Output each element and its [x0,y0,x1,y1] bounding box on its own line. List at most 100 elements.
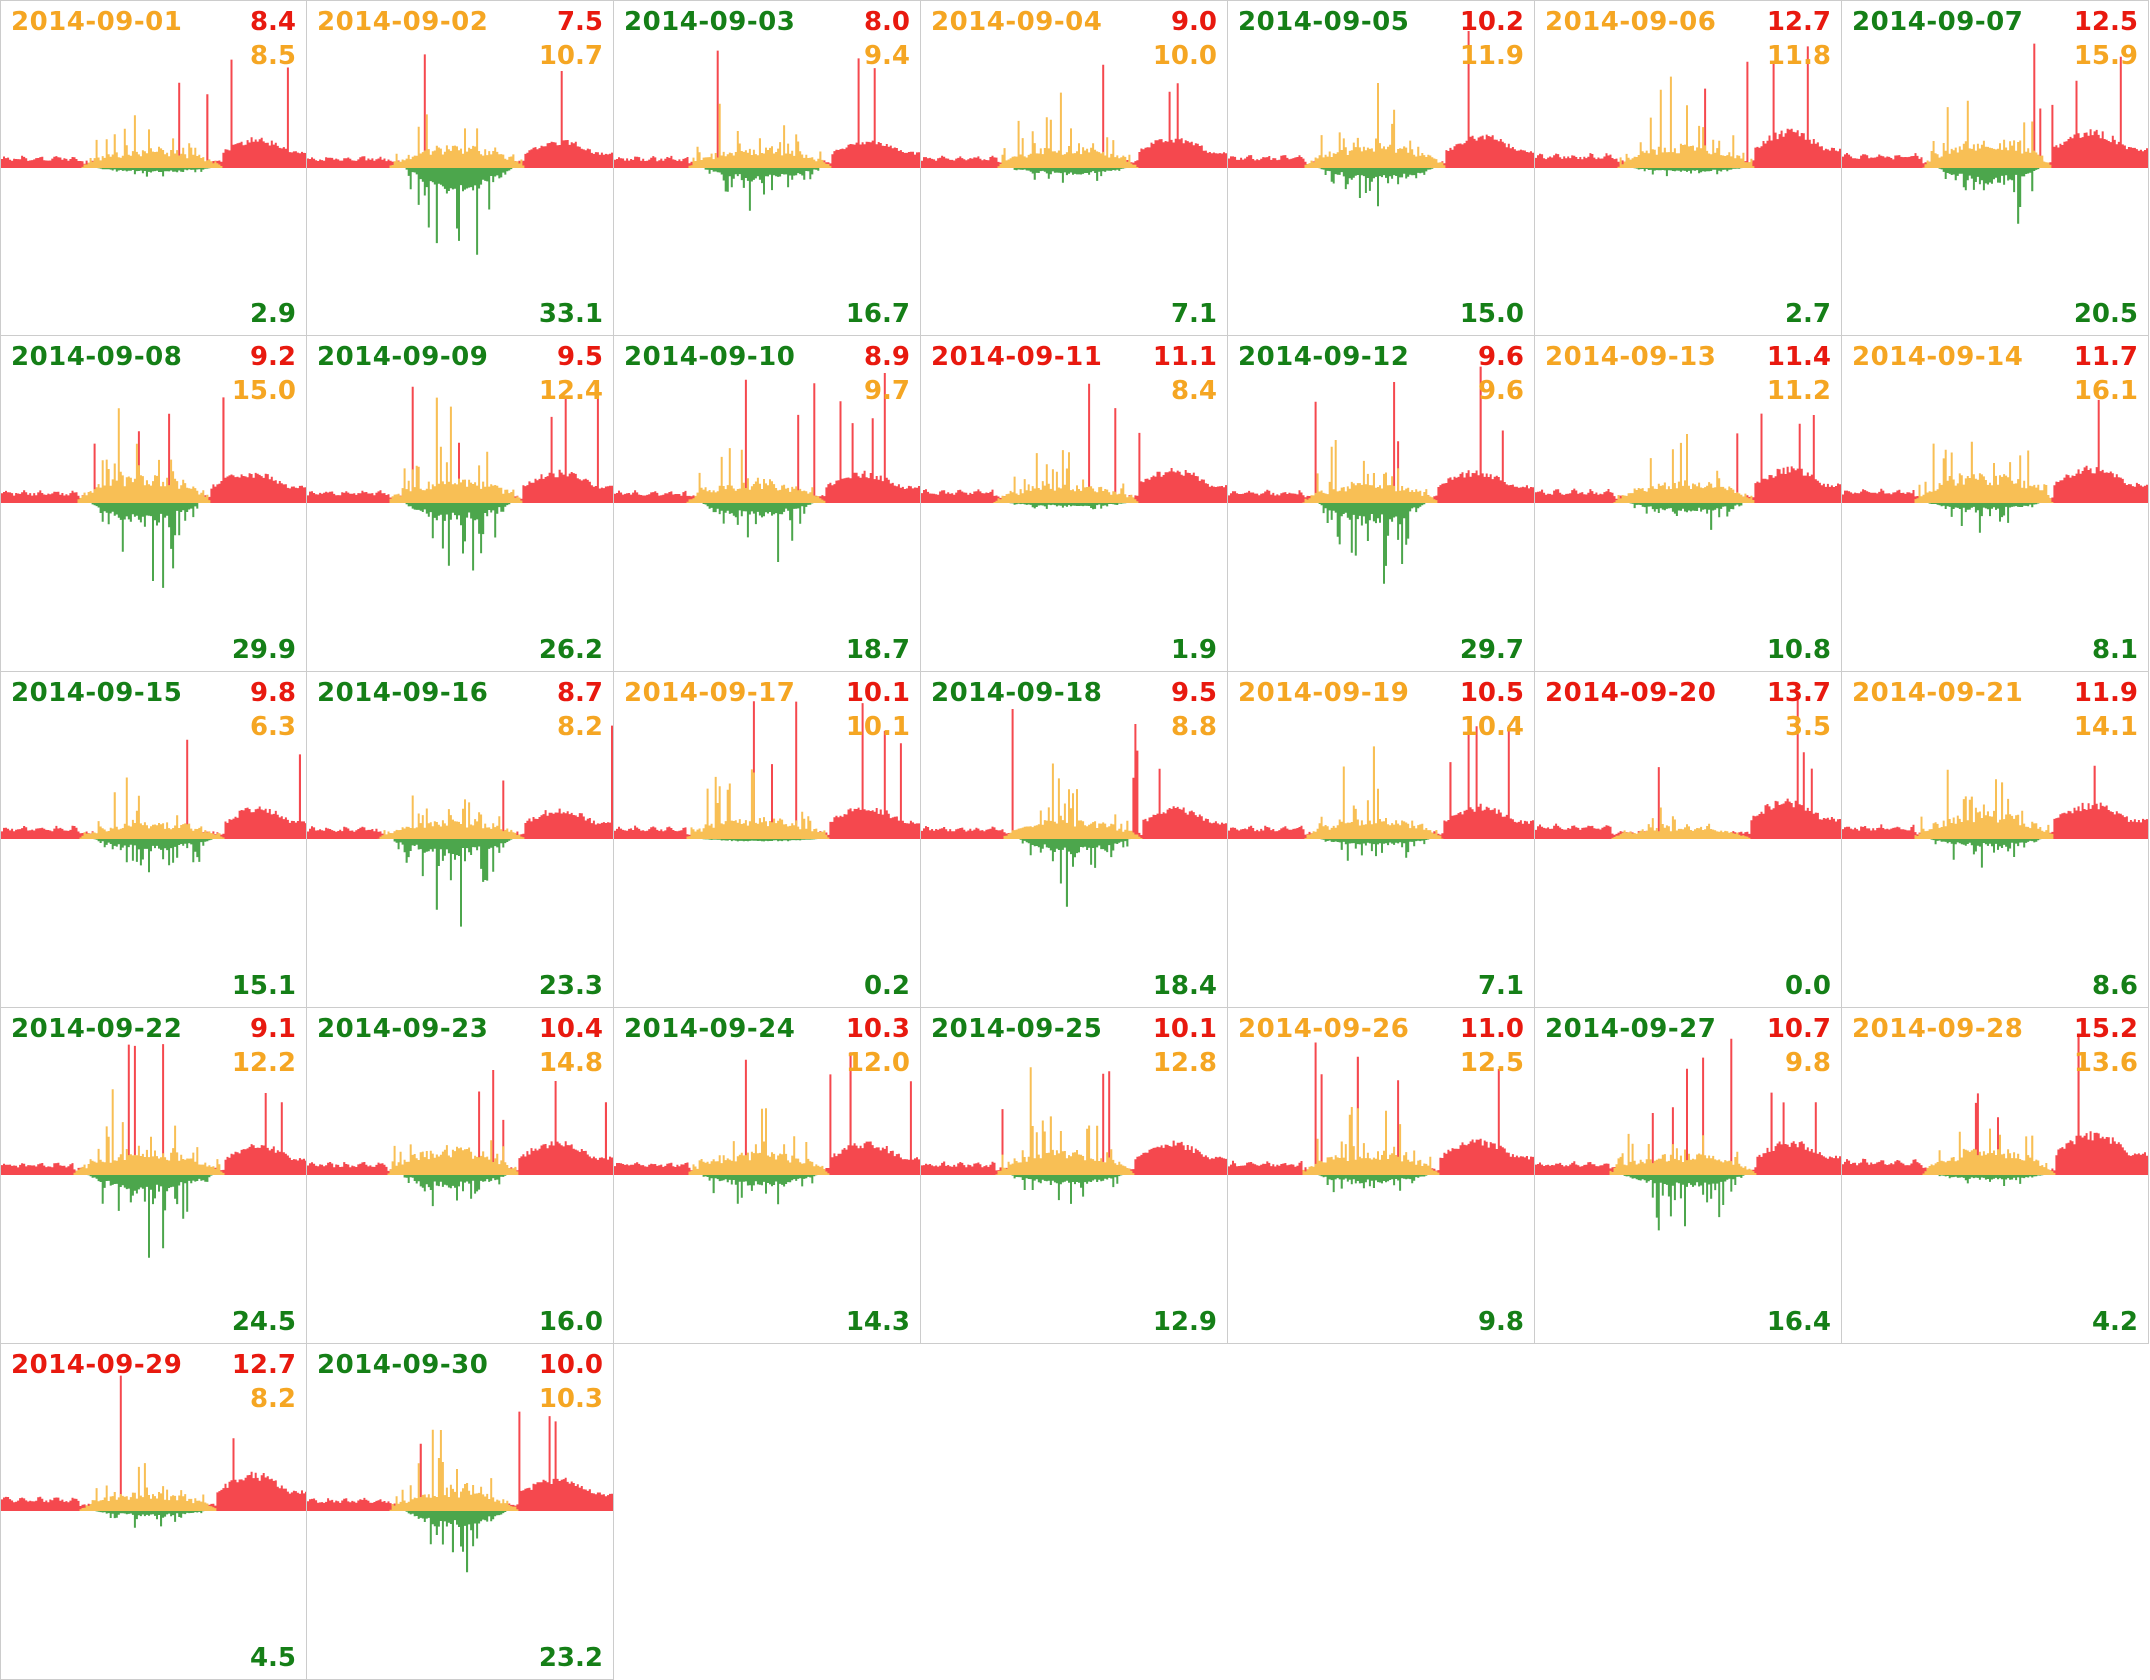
day-export-total: 15.0 [1459,299,1524,329]
day-cell[interactable]: 2014-09-23 10.4 14.8 16.0 [307,1008,614,1344]
day-date-label: 2014-09-05 [1238,7,1410,37]
day-cell[interactable]: 2014-09-29 12.7 8.2 4.5 [0,1344,307,1680]
day-cell[interactable]: 2014-09-25 10.1 12.8 12.9 [921,1008,1228,1344]
solar-export-area [1842,503,2148,533]
day-cell[interactable]: 2014-09-05 10.2 11.9 15.0 [1228,0,1535,336]
day-solar-used-total: 12.4 [538,376,603,406]
day-intraday-chart [1842,765,2148,868]
day-cell[interactable]: 2014-09-06 12.7 11.8 2.7 [1535,0,1842,336]
day-export-total: 16.0 [538,1307,603,1337]
day-cell[interactable]: 2014-09-24 10.3 12.0 14.3 [614,1008,921,1344]
day-cell[interactable]: 2014-09-22 9.1 12.2 24.5 [0,1008,307,1344]
day-intraday-chart [1535,413,1841,530]
day-grid-total: 11.0 [1459,1014,1524,1044]
grid-consumption-area [921,383,1227,503]
day-grid-total: 11.4 [1766,342,1831,372]
grid-consumption-area [307,54,613,168]
day-date-label: 2014-09-29 [11,1350,183,1380]
day-date-label: 2014-09-27 [1545,1014,1717,1044]
day-cell[interactable]: 2014-09-12 9.6 9.6 29.7 [1228,336,1535,672]
solar-used-area [1535,807,1841,839]
day-grid-total: 9.5 [556,342,603,372]
day-intraday-chart [1,739,306,873]
day-grid-total: 9.0 [1170,7,1217,37]
day-intraday-chart [921,383,1227,510]
day-solar-used-total: 12.0 [845,1048,910,1078]
day-solar-used-total: 12.5 [1459,1048,1524,1078]
day-cell[interactable]: 2014-09-15 9.8 6.3 15.1 [0,672,307,1008]
day-cell[interactable]: 2014-09-27 10.7 9.8 16.4 [1535,1008,1842,1344]
day-export-total: 4.5 [249,1643,296,1673]
day-solar-used-total: 6.3 [249,712,296,742]
solar-used-area [614,769,920,839]
day-cell[interactable]: 2014-09-21 11.9 14.1 8.6 [1842,672,2149,1008]
grid-consumption-area [1842,1033,2148,1175]
day-grid-total: 15.2 [2073,1014,2138,1044]
day-intraday-chart [1842,43,2148,224]
day-intraday-chart [614,50,920,211]
day-cell[interactable]: 2014-09-16 8.7 8.2 23.3 [307,672,614,1008]
solar-used-area [1842,100,2148,168]
day-cell[interactable]: 2014-09-09 9.5 12.4 26.2 [307,336,614,672]
day-intraday-chart [1,1044,306,1258]
grid-consumption-area [1228,725,1534,839]
day-cell[interactable]: 2014-09-28 15.2 13.6 4.2 [1842,1008,2149,1344]
solar-used-area [1228,440,1534,503]
day-cell[interactable]: 2014-09-19 10.5 10.4 7.1 [1228,672,1535,1008]
day-export-total: 10.8 [1766,635,1831,665]
day-intraday-chart [1535,46,1841,177]
day-cell[interactable]: 2014-09-14 11.7 16.1 8.1 [1842,336,2149,672]
day-cell[interactable]: 2014-09-11 11.1 8.4 1.9 [921,336,1228,672]
day-grid-total: 13.7 [1766,678,1831,708]
day-cell[interactable]: 2014-09-17 10.1 10.1 0.2 [614,672,921,1008]
day-cell[interactable]: 2014-09-02 7.5 10.7 33.1 [307,0,614,336]
solar-used-area [921,763,1227,839]
day-cell[interactable]: 2014-09-30 10.0 10.3 23.2 [307,1344,614,1680]
grid-consumption-area [921,64,1227,168]
solar-export-area [307,839,613,927]
day-cell[interactable]: 2014-09-13 11.4 11.2 10.8 [1535,336,1842,672]
day-date-label: 2014-09-28 [1852,1014,2024,1044]
grid-consumption-area [1,739,306,839]
day-solar-used-total: 9.7 [863,376,910,406]
day-date-label: 2014-09-18 [931,678,1103,708]
day-export-total: 26.2 [538,635,603,665]
grid-consumption-area [921,1071,1227,1175]
day-export-total: 29.7 [1459,635,1524,665]
day-solar-used-total: 8.8 [1170,712,1217,742]
day-cell[interactable]: 2014-09-03 8.0 9.4 16.7 [614,0,921,336]
solar-used-area [1842,1128,2148,1175]
day-cell[interactable]: 2014-09-20 13.7 3.5 0.0 [1535,672,1842,1008]
day-export-total: 20.5 [2073,299,2138,329]
day-cell[interactable]: 2014-09-08 9.2 15.0 29.9 [0,336,307,672]
day-intraday-chart [307,1411,613,1573]
grid-consumption-area [1228,366,1534,503]
day-solar-used-total: 10.0 [1152,41,1217,71]
day-cell[interactable]: 2014-09-18 9.5 8.8 18.4 [921,672,1228,1008]
solar-export-area [1228,839,1534,861]
grid-consumption-area [1535,413,1841,503]
day-intraday-chart [307,54,613,255]
day-grid-total: 7.5 [556,7,603,37]
day-cell[interactable]: 2014-09-04 9.0 10.0 7.1 [921,0,1228,336]
day-grid-total: 9.5 [1170,678,1217,708]
day-date-label: 2014-09-04 [931,7,1103,37]
day-date-label: 2014-09-30 [317,1350,489,1380]
day-cell[interactable]: 2014-09-26 11.0 12.5 9.8 [1228,1008,1535,1344]
day-grid-total: 11.9 [2073,678,2138,708]
solar-used-area [1535,434,1841,503]
day-date-label: 2014-09-20 [1545,678,1717,708]
solar-used-area [1842,441,2148,503]
day-cell[interactable]: 2014-09-07 12.5 15.9 20.5 [1842,0,2149,336]
day-solar-used-total: 10.4 [1459,712,1524,742]
day-date-label: 2014-09-01 [11,7,183,37]
day-cell[interactable]: 2014-09-01 8.4 8.5 2.9 [0,0,307,336]
day-solar-used-total: 10.1 [845,712,910,742]
day-cell[interactable]: 2014-09-10 8.9 9.7 18.7 [614,336,921,672]
day-export-total: 15.1 [231,971,296,1001]
day-solar-used-total: 8.4 [1170,376,1217,406]
solar-export-area [1842,168,2148,224]
day-solar-used-total: 10.7 [538,41,603,71]
day-date-label: 2014-09-02 [317,7,489,37]
